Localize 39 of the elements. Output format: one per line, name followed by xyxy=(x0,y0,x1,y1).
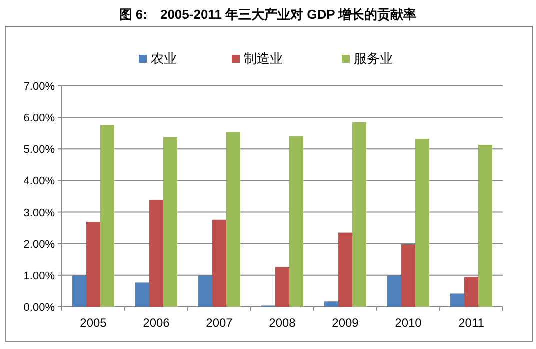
bar xyxy=(402,244,416,307)
x-tick-label: 2007 xyxy=(206,316,234,330)
bar xyxy=(72,275,86,307)
bar xyxy=(100,125,114,307)
y-tick-label: 0.00% xyxy=(24,302,56,314)
bar xyxy=(164,137,178,307)
bar xyxy=(198,275,212,307)
y-tick-label: 2.00% xyxy=(24,238,56,251)
y-tick-label: 1.00% xyxy=(24,270,56,282)
x-tick-label: 2005 xyxy=(80,316,108,330)
bar xyxy=(290,136,304,307)
bar xyxy=(478,145,492,307)
x-tick-label: 2006 xyxy=(143,316,170,330)
bar xyxy=(338,232,352,307)
bar xyxy=(388,275,402,307)
legend-label: 农业 xyxy=(151,51,177,66)
bar xyxy=(276,267,290,307)
x-tick-label: 2008 xyxy=(269,316,296,330)
bar xyxy=(324,302,338,307)
x-tick-label: 2009 xyxy=(332,316,360,330)
bar xyxy=(450,294,464,307)
y-tick-label: 6.00% xyxy=(24,112,56,125)
legend-label: 制造业 xyxy=(244,51,283,66)
bar xyxy=(86,222,100,307)
bar xyxy=(226,132,240,307)
legend-label: 服务业 xyxy=(354,51,393,66)
y-tick-label: 7.00% xyxy=(24,81,56,93)
bar xyxy=(136,282,150,307)
x-tick-label: 2010 xyxy=(395,316,422,330)
y-tick-label: 5.00% xyxy=(24,144,56,156)
bar xyxy=(464,277,478,307)
bar xyxy=(352,122,366,307)
bar xyxy=(150,200,164,307)
y-tick-label: 3.00% xyxy=(24,207,56,220)
y-tick-label: 4.00% xyxy=(24,176,56,188)
bar xyxy=(212,220,226,307)
x-tick-label: 2011 xyxy=(458,316,485,330)
bar xyxy=(416,139,430,307)
chart-title: 图 6: 2005-2011 年三大产业对 GDP 增长的贡献率 xyxy=(119,7,417,22)
